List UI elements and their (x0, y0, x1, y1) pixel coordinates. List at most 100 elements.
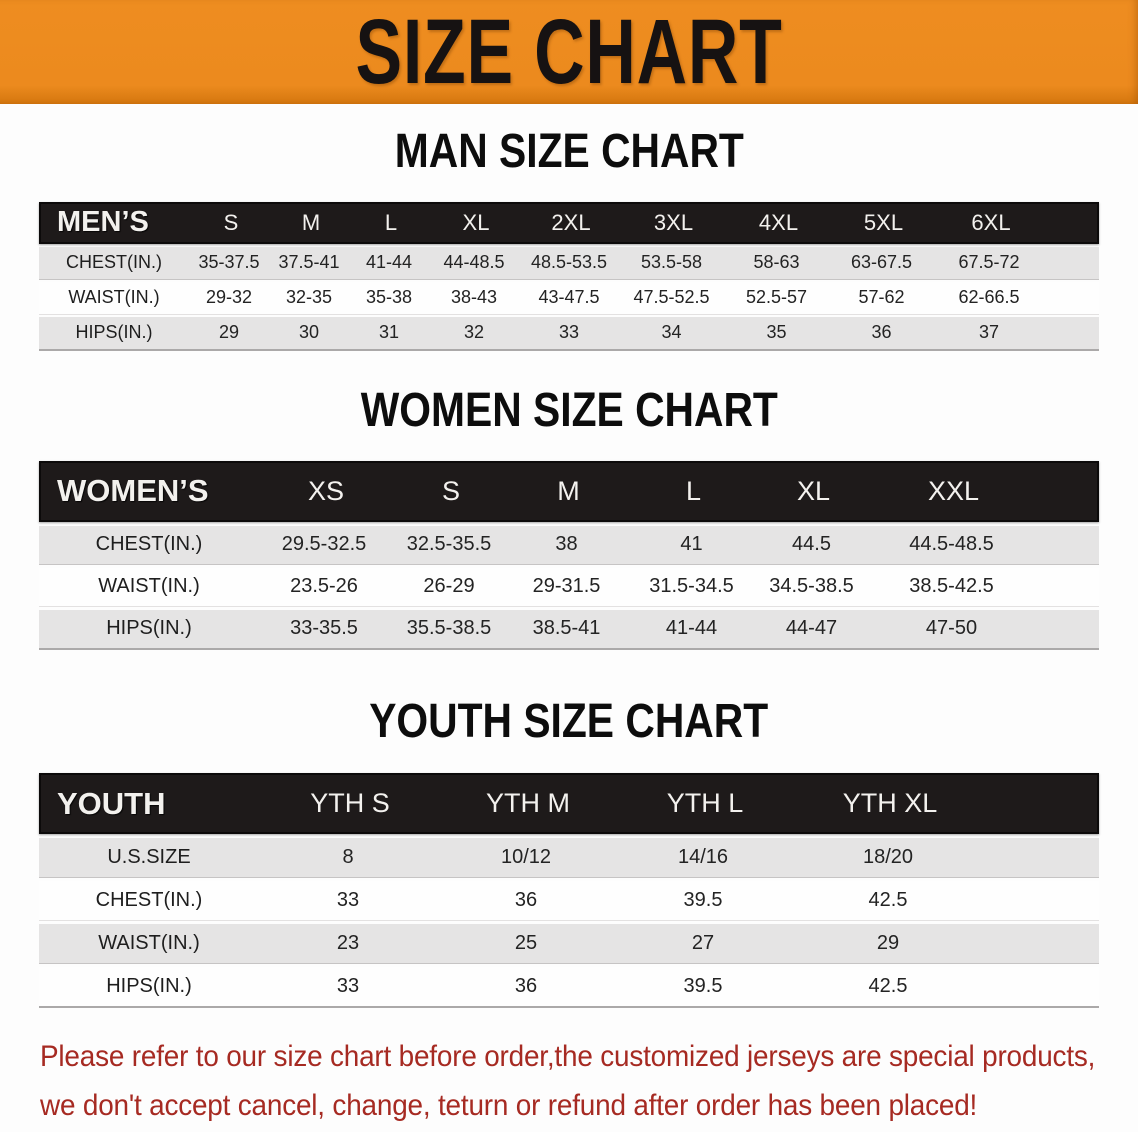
size-value: 39.5 (683, 889, 723, 912)
row-label: CHEST(IN.) (95, 533, 203, 556)
men-waist-row: WAIST(IN.) 29-32 32-35 35-38 38-43 43-47… (39, 281, 1099, 314)
size-value: 48.5-53.5 (530, 252, 608, 273)
size-col-header: YTH L (666, 788, 744, 819)
size-value: 32 (463, 322, 485, 343)
size-col-header: 5XL (863, 209, 904, 235)
size-col-header: YTH M (486, 788, 570, 819)
size-col-header: L (384, 209, 398, 235)
size-col-header: M (301, 209, 321, 235)
size-value: 41 (680, 533, 703, 556)
size-col-header: 6XL (971, 209, 1011, 235)
size-value: 35-37.5 (198, 252, 260, 273)
women-section-heading: WOMEN SIZE CHART (0, 383, 1138, 437)
size-value: 33-35.5 (290, 617, 358, 640)
youth-table-header: YOUTH YTH S YTH M YTH L YTH XL (39, 773, 1099, 835)
size-col-header: XXL (927, 475, 980, 506)
size-value: 47-50 (925, 617, 978, 640)
size-col-header: YTH S (310, 788, 390, 819)
size-value: 29-32 (205, 287, 253, 308)
disclaimer: Please refer to our size chart before or… (40, 1032, 1138, 1130)
size-value: 36 (871, 322, 892, 343)
youth-hips-row: HIPS(IN.) 33 36 39.5 42.5 (39, 967, 1099, 1007)
size-value: 33 (336, 889, 360, 912)
size-value: 18/20 (862, 846, 914, 869)
size-value: 29 (876, 932, 900, 955)
size-value: 63-67.5 (850, 252, 913, 273)
row-label: HIPS(IN.) (75, 322, 153, 343)
youth-heading-text: YOUTH SIZE CHART (369, 694, 769, 748)
size-col-header: XL (462, 209, 490, 235)
size-value: 43-47.5 (538, 287, 600, 308)
men-table-header: MEN’S S M L XL 2XL 3XL 4XL 5XL 6XL (39, 201, 1099, 244)
size-col-header: M (557, 475, 580, 506)
women-hips-row: HIPS(IN.) 33-35.5 35.5-38.5 38.5-41 41-4… (39, 609, 1099, 648)
size-value: 37.5-41 (278, 252, 340, 273)
row-label: WAIST(IN.) (98, 932, 200, 955)
row-label: CHEST(IN.) (95, 889, 203, 912)
size-value: 34 (661, 322, 682, 343)
size-value: 44-47 (785, 617, 838, 640)
row-label: HIPS(IN.) (106, 617, 192, 640)
size-value: 33 (336, 975, 360, 998)
row-label: U.S.SIZE (107, 846, 191, 869)
size-value: 32-35 (285, 287, 333, 308)
size-value: 29-31.5 (532, 575, 601, 598)
size-value: 52.5-57 (745, 287, 808, 308)
size-value: 36 (514, 975, 538, 998)
row-label: WAIST(IN.) (98, 575, 200, 598)
size-value: 44-48.5 (443, 252, 505, 273)
size-col-header: S (223, 209, 239, 235)
size-value: 30 (298, 322, 320, 343)
man-heading-text: MAN SIZE CHART (394, 125, 744, 178)
size-value: 53.5-58 (640, 252, 703, 273)
women-chest-row: CHEST(IN.) 29.5-32.5 32.5-35.5 38 41 44.… (39, 525, 1099, 564)
size-col-header: 3XL (653, 209, 694, 235)
size-value: 31.5-34.5 (649, 575, 734, 598)
row-label: CHEST(IN.) (66, 252, 162, 273)
size-value: 39.5 (683, 975, 723, 998)
youth-chest-row: CHEST(IN.) 33 36 39.5 42.5 (39, 881, 1099, 921)
size-value: 38 (555, 533, 578, 556)
disclaimer-line-2: we don't accept cancel, change, teturn o… (40, 1089, 978, 1123)
size-value: 33 (558, 322, 580, 343)
disclaimer-line-1: Please refer to our size chart before or… (40, 1040, 1096, 1074)
size-value: 34.5-38.5 (769, 575, 854, 598)
banner-title: SIZE CHART (355, 1, 783, 103)
size-value: 8 (342, 846, 354, 869)
banner: SIZE CHART (0, 0, 1138, 104)
size-value: 42.5 (868, 975, 908, 998)
size-value: 67.5-72 (958, 252, 1020, 273)
size-value: 25 (514, 932, 538, 955)
men-chest-row: CHEST(IN.) 35-37.5 37.5-41 41-44 44-48.5… (39, 246, 1099, 279)
size-value: 35.5-38.5 (406, 617, 492, 640)
size-value: 38.5-42.5 (909, 575, 994, 598)
row-label: WAIST(IN.) (68, 287, 160, 308)
size-value: 26-29 (423, 575, 475, 598)
size-value: 29.5-32.5 (281, 533, 367, 556)
size-value: 57-62 (858, 287, 905, 308)
size-value: 31 (378, 322, 400, 343)
size-value: 42.5 (868, 889, 908, 912)
size-value: 38.5-41 (532, 617, 601, 640)
size-value: 37 (978, 322, 1000, 343)
size-col-header: 4XL (758, 209, 799, 235)
size-col-header: S (441, 475, 460, 506)
women-waist-row: WAIST(IN.) 23.5-26 26-29 29-31.5 31.5-34… (39, 567, 1099, 606)
size-value: 44.5-48.5 (909, 533, 994, 556)
size-value: 41-44 (665, 617, 718, 640)
women-table-label: WOMEN’S (57, 473, 209, 509)
men-size-table: MEN’S S M L XL 2XL 3XL 4XL 5XL 6XL CHEST… (39, 201, 1099, 349)
men-hips-row: HIPS(IN.) 29 30 31 32 33 34 35 36 37 (39, 316, 1099, 349)
size-value: 14/16 (677, 846, 729, 869)
size-value: 23 (336, 932, 360, 955)
man-section-heading: MAN SIZE CHART (0, 126, 1138, 178)
women-heading-text: WOMEN SIZE CHART (360, 383, 778, 437)
size-value: 35-38 (365, 287, 413, 308)
size-col-header: XS (307, 475, 345, 506)
youth-size-table: YOUTH YTH S YTH M YTH L YTH XL U.S.SIZE … (39, 773, 1099, 1007)
men-table-label: MEN’S (57, 206, 149, 239)
youth-ussize-row: U.S.SIZE 8 10/12 14/16 18/20 (39, 838, 1099, 878)
size-col-header: 2XL (551, 209, 591, 235)
size-value: 41-44 (365, 252, 413, 273)
